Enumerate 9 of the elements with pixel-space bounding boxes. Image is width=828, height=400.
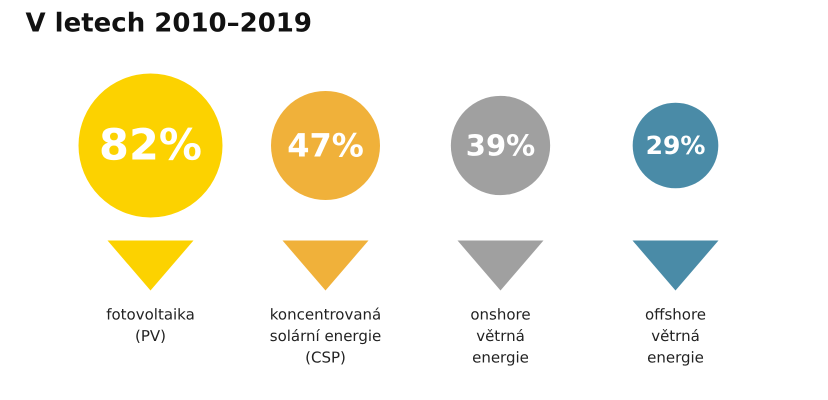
category-label: onshore větrná energie [470,306,531,367]
data-label: 47% [287,126,364,164]
data-label: 29% [646,131,706,160]
category-label: koncentrovaná solární energie (CSP) [270,306,382,367]
data-label: 82% [99,120,202,170]
category-label: fotovoltaika (PV) [106,306,195,346]
data-label: 39% [466,128,536,162]
text: V letech 2010–2019 [26,8,312,38]
category-label: offshore větrná energie [644,306,706,367]
